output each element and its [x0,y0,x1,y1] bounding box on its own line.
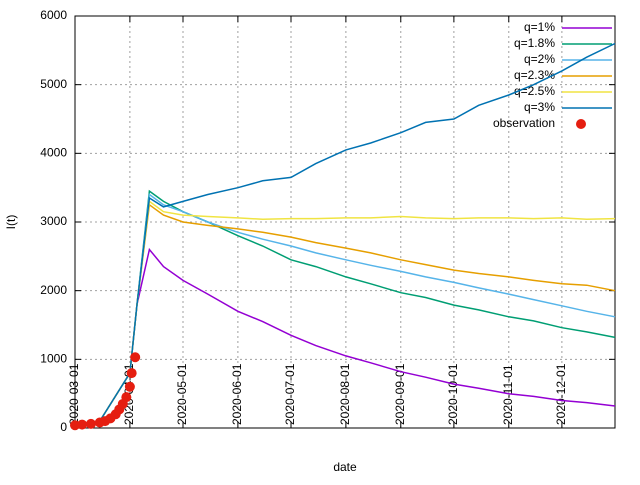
x-tick-label: 2020-03-01 [67,363,81,425]
y-tick-label: 3000 [40,214,67,228]
x-axis-label: date [333,460,357,474]
legend-label: q=1% [524,20,555,34]
series-line [74,247,616,427]
x-tick-label: 2020-06-01 [230,363,244,425]
observation-point [85,418,96,429]
y-tick-label: 2000 [40,283,67,297]
plot-border [74,15,616,429]
x-tick-label: 2020-10-01 [446,363,460,425]
legend-label: observation [493,116,555,130]
y-tick-label: 1000 [40,352,67,366]
x-tick-label: 2020-09-01 [393,363,407,425]
legend-label: q=1.8% [514,36,555,50]
x-tick-label: 2020-05-01 [175,363,189,425]
observation-point [124,381,135,392]
legend-label: q=2% [524,52,555,66]
legend-label: q=2.5% [514,84,555,98]
series-line [74,42,616,427]
y-tick-label: 0 [60,420,67,434]
x-tick-label: 2020-08-01 [338,363,352,425]
legend-marker [576,119,586,129]
legend-label: q=2.3% [514,68,555,82]
y-tick-label: 6000 [40,8,67,22]
observation-point [77,419,88,430]
observation-point [126,368,137,379]
y-tick-label: 4000 [40,146,67,160]
x-tick-label: 2020-07-01 [283,363,297,425]
x-tick-label: 2020-11-01 [501,364,515,425]
observation-point [130,352,141,363]
x-tick-label: 2020-12-01 [554,363,568,425]
legend-label: q=3% [524,100,555,114]
y-axis-label: I(t) [4,215,18,230]
observation-point [121,392,132,403]
y-tick-label: 5000 [40,77,67,91]
